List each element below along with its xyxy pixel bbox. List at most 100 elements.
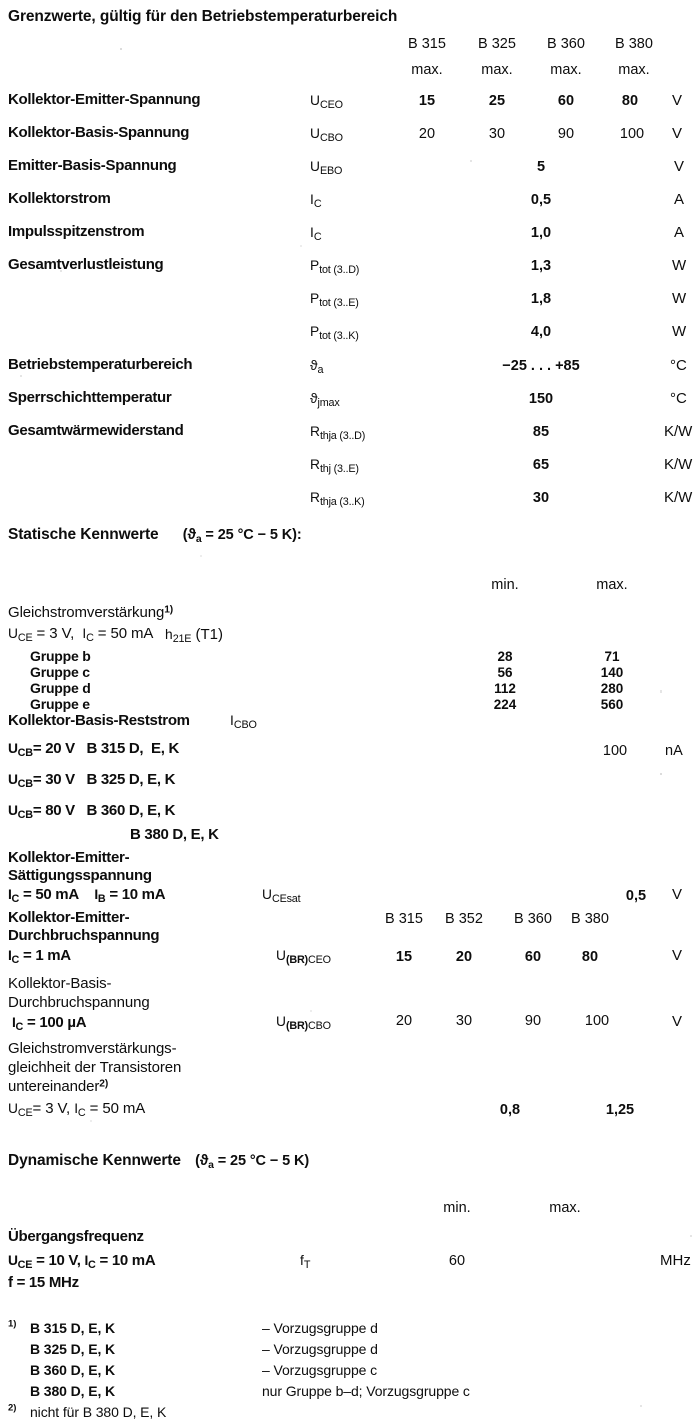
limits-row-unit: V — [672, 92, 683, 109]
footnote-device: B 315 D, E, K — [30, 1320, 116, 1336]
static-icbo-max: 100 — [602, 743, 628, 759]
limits-row-value: 90 — [557, 126, 575, 142]
footnote-note-2: nicht für B 380 D, E, K — [30, 1404, 167, 1420]
static-brceo-label-line1: Kollektor-Emitter- — [8, 909, 130, 926]
gain-group-max: 560 — [600, 697, 624, 712]
static-brceo-symbol: U(BR)CEO — [276, 948, 331, 967]
footnote-note: – Vorzugsgruppe d — [262, 1320, 378, 1336]
footnote-marker-1: 1) — [8, 1318, 17, 1330]
limits-row-label: Emitter-Basis-Spannung — [8, 157, 177, 174]
limits-row-symbol: Ptot (3..K) — [310, 324, 359, 343]
dynamic-ft-symbol: fT — [300, 1253, 311, 1272]
limits-row-value: 20 — [418, 126, 436, 142]
limits-row-label: Gesamtwärmewiderstand — [8, 422, 184, 439]
brceo-value: 20 — [455, 949, 473, 965]
limits-row-symbol: UCBO — [310, 126, 343, 145]
limits-row-value: 150 — [528, 391, 554, 407]
limits-row-symbol: ϑjmax — [310, 391, 340, 410]
limits-row-symbol: Ptot (3..D) — [310, 258, 360, 277]
footnote-device: B 360 D, E, K — [30, 1362, 116, 1378]
static-brcbo-label-line2: Durchbruchspannung — [8, 994, 150, 1011]
dynamic-section-title: Dynamische Kennwerte (ϑa = 25 °C − 5 K) — [8, 1152, 310, 1171]
footnote-note: nur Gruppe b–d; Vorzugsgruppe c — [262, 1383, 470, 1399]
limits-row-value: 60 — [557, 93, 575, 109]
limits-row-label: Kollektor-Emitter-Spannung — [8, 91, 201, 108]
limits-row-label: Betriebstemperaturbereich — [8, 356, 193, 373]
static-cesat-unit: V — [672, 886, 683, 903]
limits-row-value: 1,3 — [530, 258, 552, 274]
limits-row-unit: K/W — [664, 456, 693, 473]
dynamic-ft-label: Übergangsfrequenz — [8, 1228, 144, 1245]
limits-max-header-1: max. — [481, 62, 513, 78]
static-match-max: 1,25 — [605, 1102, 635, 1118]
footnote-device: B 380 D, E, K — [30, 1383, 116, 1399]
limits-row-label: Gesamtverlustleistung — [8, 256, 164, 273]
brcbo-value: 100 — [584, 1013, 610, 1029]
brcbo-value: 20 — [395, 1013, 413, 1029]
gain-group-label: Gruppe b — [30, 648, 91, 664]
gain-group-label: Gruppe d — [30, 680, 91, 696]
static-icbo-condition: B 380 D, E, K — [130, 826, 219, 843]
gain-group-max: 280 — [600, 681, 624, 696]
gain-group-label: Gruppe c — [30, 664, 90, 680]
limits-row-unit: K/W — [664, 423, 693, 440]
static-match-label-line2: gleichheit der Transistoren — [8, 1059, 182, 1076]
static-brceo-label-line2: Durchbruchspannung — [8, 927, 160, 944]
static-brceo-condition: IC = 1 mA — [8, 947, 71, 967]
static-brcbo-condition: IC = 100 µA — [12, 1014, 87, 1034]
footnote-note: – Vorzugsgruppe c — [262, 1362, 378, 1378]
gain-group-min: 224 — [493, 697, 517, 712]
footnote-marker-2: 2) — [8, 1402, 17, 1414]
limits-device-header-3: B 380 — [615, 36, 653, 52]
static-cesat-symbol: UCEsat — [262, 887, 301, 906]
dynamic-ft-unit: MHz — [660, 1252, 691, 1269]
limits-row-label: Impulsspitzenstrom — [8, 223, 145, 240]
static-brcbo-symbol: U(BR)CBO — [276, 1014, 331, 1033]
static-match-label-line1: Gleichstromverstärkungs- — [8, 1040, 177, 1057]
limits-max-header-3: max. — [618, 62, 650, 78]
dynamic-ft-min: 60 — [448, 1253, 466, 1269]
limits-row-symbol: ϑa — [310, 358, 324, 377]
static-icbo-symbol: ICBO — [230, 713, 257, 732]
gain-group-max: 71 — [604, 649, 620, 664]
static-cesat-condition: IC = 50 mA IB = 10 mA — [8, 886, 166, 906]
brceo-device-header-1: B 352 — [445, 911, 483, 927]
static-gain-symbol: h21E (T1) — [165, 626, 223, 646]
static-match-label-line3: untereinander2) — [8, 1078, 109, 1095]
brceo-device-header-3: B 380 — [571, 911, 609, 927]
limits-row-value: 5 — [536, 159, 546, 175]
gain-group-min: 56 — [497, 665, 513, 680]
static-match-min: 0,8 — [499, 1102, 521, 1118]
footnote-device: B 325 D, E, K — [30, 1341, 116, 1357]
limits-row-value: 65 — [532, 457, 550, 473]
limits-row-unit: K/W — [664, 489, 693, 506]
limits-row-label: Sperrschichttemperatur — [8, 389, 172, 406]
brceo-value: 60 — [524, 949, 542, 965]
limits-row-value: 15 — [418, 93, 436, 109]
gain-group-max: 140 — [600, 665, 624, 680]
brceo-unit: V — [672, 947, 683, 964]
limits-row-symbol: Ptot (3..E) — [310, 291, 359, 310]
limits-row-unit: A — [674, 224, 685, 241]
limits-row-label: Kollektor-Basis-Spannung — [8, 124, 190, 141]
static-match-condition: UCE= 3 V, IC = 50 mA — [8, 1100, 146, 1120]
static-icbo-condition: UCB= 30 V B 325 D, E, K — [8, 771, 176, 791]
brcbo-unit: V — [672, 1013, 683, 1030]
static-max-header: max. — [596, 577, 628, 593]
static-icbo-condition: UCB= 80 V B 360 D, E, K — [8, 802, 176, 822]
limits-row-symbol: Rthja (3..K) — [310, 490, 365, 509]
brceo-value: 80 — [581, 949, 599, 965]
limits-device-header-0: B 315 — [408, 36, 446, 52]
static-icbo-condition: UCB= 20 V B 315 D, E, K — [8, 740, 179, 760]
static-brcbo-label-line1: Kollektor-Basis- — [8, 975, 112, 992]
limits-row-label: Kollektorstrom — [8, 190, 111, 207]
static-cesat-label-line1: Kollektor-Emitter- — [8, 849, 130, 866]
static-min-header: min. — [491, 577, 519, 593]
gain-group-label: Gruppe e — [30, 696, 90, 712]
limits-row-value: 1,8 — [530, 291, 552, 307]
limits-row-symbol: Rthja (3..D) — [310, 424, 366, 443]
dynamic-min-header: min. — [443, 1200, 471, 1216]
limits-row-value: 4,0 — [530, 324, 552, 340]
brceo-device-header-0: B 315 — [385, 911, 423, 927]
static-icbo-label: Kollektor-Basis-Reststrom — [8, 712, 190, 729]
